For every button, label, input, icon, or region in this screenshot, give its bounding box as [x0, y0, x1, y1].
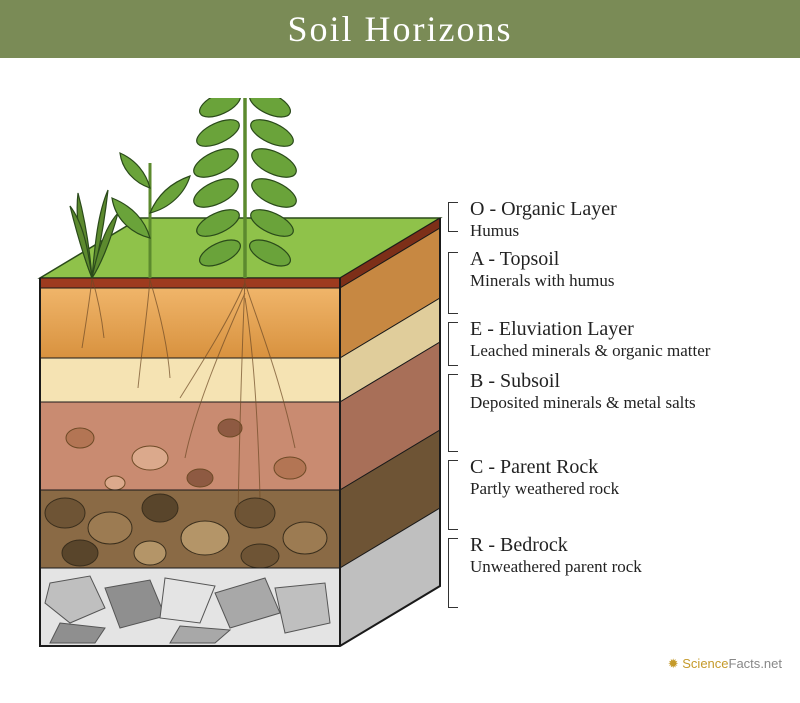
label-o-title: O - Organic Layer — [470, 198, 780, 221]
attribution-icon: ✹ — [668, 656, 683, 671]
header-bar: Soil Horizons — [0, 0, 800, 58]
label-b: B - Subsoil Deposited minerals & metal s… — [470, 370, 780, 456]
label-r-title: R - Bedrock — [470, 534, 780, 557]
label-c-title: C - Parent Rock — [470, 456, 780, 479]
label-b-sub: Deposited minerals & metal salts — [470, 393, 780, 413]
attribution-brand2: Facts — [729, 656, 761, 671]
page-title: Soil Horizons — [287, 8, 512, 50]
branch-plant-icon — [190, 98, 301, 278]
label-r-sub: Unweathered parent rock — [470, 557, 780, 577]
layer-labels: O - Organic Layer Humus A - Topsoil Mine… — [470, 198, 780, 612]
attribution-suffix: .net — [760, 656, 782, 671]
soil-block-diagram — [20, 98, 450, 698]
label-a-title: A - Topsoil — [470, 248, 780, 271]
attribution: ✹ ScienceFacts.net — [668, 656, 782, 672]
label-b-title: B - Subsoil — [470, 370, 780, 393]
label-a: A - Topsoil Minerals with humus — [470, 248, 780, 318]
attribution-brand1: Science — [682, 656, 728, 671]
label-r: R - Bedrock Unweathered parent rock — [470, 534, 780, 612]
label-e-sub: Leached minerals & organic matter — [470, 341, 780, 361]
label-o: O - Organic Layer Humus — [470, 198, 780, 248]
label-e: E - Eluviation Layer Leached minerals & … — [470, 318, 780, 370]
label-e-title: E - Eluviation Layer — [470, 318, 780, 341]
label-a-sub: Minerals with humus — [470, 271, 780, 291]
main-content: O - Organic Layer Humus A - Topsoil Mine… — [0, 58, 800, 682]
label-c-sub: Partly weathered rock — [470, 479, 780, 499]
label-o-sub: Humus — [470, 221, 780, 241]
label-c: C - Parent Rock Partly weathered rock — [470, 456, 780, 534]
